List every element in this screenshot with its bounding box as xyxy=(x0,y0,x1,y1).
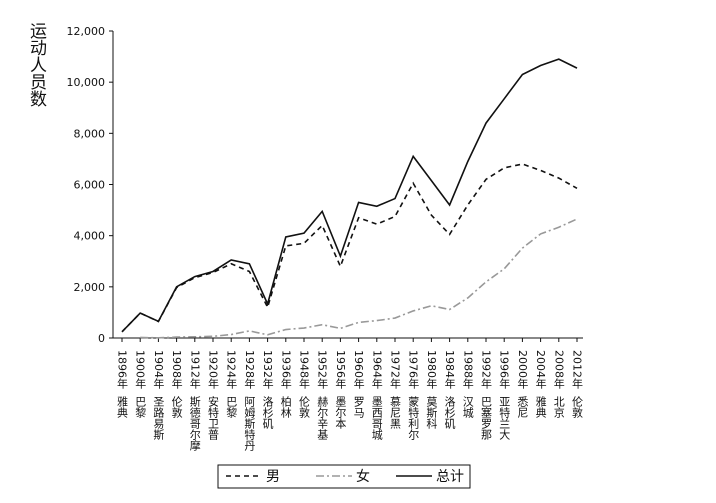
x-tick-label: 1980年 xyxy=(425,350,438,389)
x-tick-label: 1936年 xyxy=(279,350,292,389)
city-label: 伦敦 xyxy=(298,395,311,419)
x-tick-label: 1972年 xyxy=(389,350,402,389)
y-tick-label: 8,000 xyxy=(74,127,106,140)
x-tick-label: 1960年 xyxy=(352,350,365,389)
x-tick-label: 1992年 xyxy=(480,350,493,389)
city-label: 洛杉矶 xyxy=(443,395,456,430)
city-label: 慕尼黑 xyxy=(389,395,402,429)
y-tick-label: 6,000 xyxy=(74,179,106,192)
city-label: 亚特兰大 xyxy=(498,396,511,440)
y-tick-label: 12,000 xyxy=(67,25,106,38)
city-label: 北京 xyxy=(552,396,565,419)
x-tick-label: 2012年 xyxy=(571,350,584,389)
city-label: 墨尔本 xyxy=(334,396,347,430)
x-tick-label: 1908年 xyxy=(170,350,183,389)
city-label: 巴塞罗那 xyxy=(480,396,493,440)
city-label: 雅典 xyxy=(534,395,547,419)
y-tick-label: 0 xyxy=(98,332,105,345)
city-label: 汉城 xyxy=(461,396,474,418)
city-label: 悉尼 xyxy=(516,396,529,419)
x-tick-label: 2008年 xyxy=(552,350,565,389)
x-tick-label: 1984年 xyxy=(443,350,456,389)
series-line xyxy=(140,218,578,339)
x-tick-label: 1900年 xyxy=(134,350,147,389)
city-label: 伦敦 xyxy=(170,395,183,419)
city-label: 墨西哥城 xyxy=(370,396,383,440)
x-tick-label: 1964年 xyxy=(370,350,383,389)
x-tick-label: 1996年 xyxy=(498,350,511,389)
y-axis-label: 运动人员数 xyxy=(26,22,47,107)
x-tick-label: 1932年 xyxy=(261,350,274,389)
city-label: 罗马 xyxy=(352,396,365,419)
city-label: 柏林 xyxy=(279,395,292,418)
series-line xyxy=(121,58,578,333)
x-tick-label: 1924年 xyxy=(225,350,238,389)
x-tick-label: 1956年 xyxy=(334,350,347,389)
x-tick-label: 1928年 xyxy=(243,350,256,389)
city-label: 洛杉矶 xyxy=(261,395,274,430)
y-tick-label: 4,000 xyxy=(74,230,106,243)
x-tick-label: 1920年 xyxy=(207,350,220,389)
city-label: 巴黎 xyxy=(225,396,238,418)
city-label: 雅典 xyxy=(116,395,129,419)
x-tick-label: 1988年 xyxy=(461,350,474,389)
city-label: 巴黎 xyxy=(134,396,147,418)
legend-label: 总计 xyxy=(436,469,464,485)
city-label: 斯德哥尔摩 xyxy=(188,396,201,452)
x-tick-label: 1976年 xyxy=(407,350,420,389)
x-tick-label: 1896年 xyxy=(116,350,129,389)
series-line xyxy=(121,163,578,333)
city-label: 安特卫普 xyxy=(207,395,220,441)
x-tick-label: 1912年 xyxy=(188,350,201,389)
x-tick-label: 1952年 xyxy=(316,350,329,389)
legend-label: 男 xyxy=(266,469,280,485)
city-label: 赫尔辛基 xyxy=(316,396,329,440)
x-tick-label: 1904年 xyxy=(152,350,165,389)
city-label: 阿姆斯特丹 xyxy=(243,396,256,452)
legend-label: 女 xyxy=(356,468,370,485)
x-tick-label: 1948年 xyxy=(298,350,311,389)
x-tick-label: 2004年 xyxy=(534,350,547,389)
city-label: 蒙特利尔 xyxy=(407,396,420,440)
legend-box xyxy=(217,464,471,489)
city-label: 圣路易斯 xyxy=(152,396,165,441)
city-label: 莫斯科 xyxy=(425,396,438,429)
city-label: 伦敦 xyxy=(571,395,584,419)
y-tick-label: 2,000 xyxy=(74,281,106,294)
y-tick-label: 10,000 xyxy=(67,76,106,89)
x-tick-label: 2000年 xyxy=(516,350,529,389)
